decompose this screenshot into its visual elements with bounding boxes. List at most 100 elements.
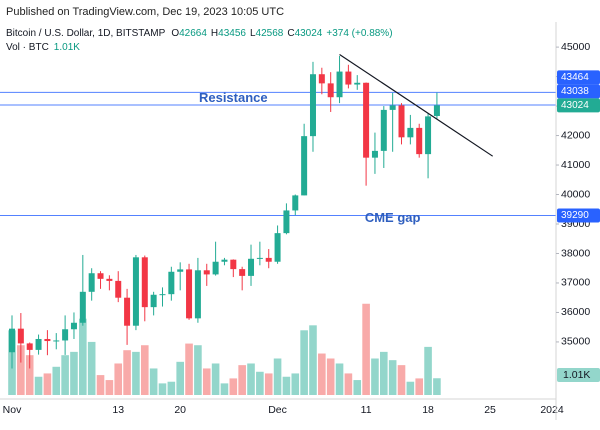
- volume-bar: [158, 383, 167, 395]
- symbol: Bitcoin / U.S. Dollar, 1D, BITSTAMP: [6, 28, 166, 39]
- price-label: 43464: [561, 72, 589, 83]
- candle-body: [194, 270, 201, 319]
- volume-bar: [132, 351, 140, 395]
- y-tick-label: 37000: [561, 277, 590, 289]
- candle-body: [132, 257, 139, 326]
- ohlc-value: 43024: [295, 28, 323, 39]
- header: Published on TradingView.com, Dec 19, 20…: [6, 6, 284, 18]
- volume-bar: [17, 345, 25, 395]
- candle-body: [9, 328, 15, 353]
- candle-body: [248, 258, 255, 276]
- candle-body: [212, 261, 219, 275]
- candle-body: [318, 74, 325, 84]
- volume-bar: [140, 345, 149, 395]
- volume-bar: [123, 350, 131, 395]
- price-label: 43024: [561, 100, 589, 111]
- volume-bar: [25, 355, 34, 395]
- change: +374 (+0.88%): [326, 28, 392, 39]
- candle-body: [115, 280, 122, 298]
- candle-body: [26, 343, 33, 350]
- volume-bar: [114, 363, 123, 395]
- candle-body: [380, 109, 387, 151]
- volume-bar: [291, 373, 300, 395]
- ohlc-value: 42664: [179, 28, 207, 39]
- volume-bar: [406, 381, 415, 395]
- volume-bar: [79, 318, 87, 395]
- volume-bar: [282, 376, 291, 395]
- y-tick-label: 36000: [561, 306, 590, 318]
- volume-bar: [202, 368, 211, 395]
- ohlc-letter: O: [171, 28, 179, 39]
- volume-bar: [344, 373, 353, 395]
- annotation: CME gap: [365, 210, 421, 225]
- candle-body: [416, 127, 423, 155]
- candle-body: [150, 294, 157, 308]
- volume-bar: [43, 373, 52, 395]
- volume-bar: [149, 368, 158, 395]
- legend: Bitcoin / U.S. Dollar, 1D, BITSTAMP O4266…: [6, 28, 393, 39]
- y-tick-label: 35000: [561, 336, 590, 348]
- candle-body: [389, 105, 396, 110]
- volume-bar: [220, 383, 229, 395]
- ohlc-letter: L: [250, 28, 256, 39]
- candle-body: [97, 273, 104, 279]
- volume-bar: [34, 376, 43, 395]
- volume-label: 1.01K: [563, 369, 590, 381]
- y-tick-label: 45000: [561, 41, 590, 53]
- candle-body: [44, 338, 51, 342]
- candle-body: [62, 329, 69, 341]
- price-label-box: [557, 208, 600, 223]
- x-tick-label: 25: [484, 404, 496, 416]
- price-label-box: [557, 70, 600, 85]
- volume-bar: [318, 353, 326, 395]
- candle-body: [186, 269, 193, 319]
- volume-bar: [335, 363, 344, 395]
- volume-bar: [211, 363, 220, 395]
- x-tick-label: Nov: [3, 404, 22, 416]
- volume-bar: [397, 365, 406, 395]
- price-label: 39290: [561, 210, 589, 221]
- candle-body: [141, 257, 148, 308]
- price-label-box: [557, 98, 600, 113]
- volume-bar: [176, 361, 184, 395]
- volume-bar: [185, 343, 193, 395]
- x-tick-label: 13: [112, 404, 124, 416]
- candle-body: [336, 71, 343, 98]
- volume-bar: [309, 325, 317, 395]
- candle-body: [345, 71, 352, 85]
- y-tick-label: 38000: [561, 247, 590, 259]
- candle-body: [398, 105, 405, 138]
- volume-bar: [238, 365, 246, 395]
- trendline: [339, 53, 494, 157]
- annotation: Resistance: [199, 90, 268, 105]
- candle-body: [53, 340, 60, 342]
- candle-body: [17, 328, 24, 344]
- volume-bar: [388, 360, 397, 395]
- candle-body: [407, 127, 414, 138]
- y-tick-label: 41000: [561, 159, 590, 171]
- candle-body: [124, 297, 131, 326]
- x-tick-label: 18: [422, 404, 434, 416]
- candle-body: [88, 273, 95, 292]
- ohlc-value: 43456: [218, 28, 246, 39]
- candle-body: [256, 257, 263, 259]
- candle-body: [283, 210, 290, 234]
- volume-value: 1.01K: [54, 42, 80, 53]
- candle-body: [159, 294, 166, 296]
- candle-body: [327, 83, 334, 98]
- volume-bar: [105, 380, 114, 395]
- volume-bar: [415, 378, 424, 395]
- volume-bar: [229, 378, 238, 395]
- volume-bar: [96, 375, 105, 395]
- candle-body: [292, 195, 299, 211]
- volume-bar: [371, 358, 379, 395]
- candle-body: [79, 291, 86, 323]
- volume-bar: [264, 373, 273, 395]
- volume-bar: [61, 355, 69, 395]
- price-label-box: [557, 84, 600, 99]
- volume-bar: [300, 330, 308, 395]
- candle-body: [239, 269, 246, 276]
- volume-bar: [273, 358, 282, 395]
- y-tick-label: 42000: [561, 129, 590, 141]
